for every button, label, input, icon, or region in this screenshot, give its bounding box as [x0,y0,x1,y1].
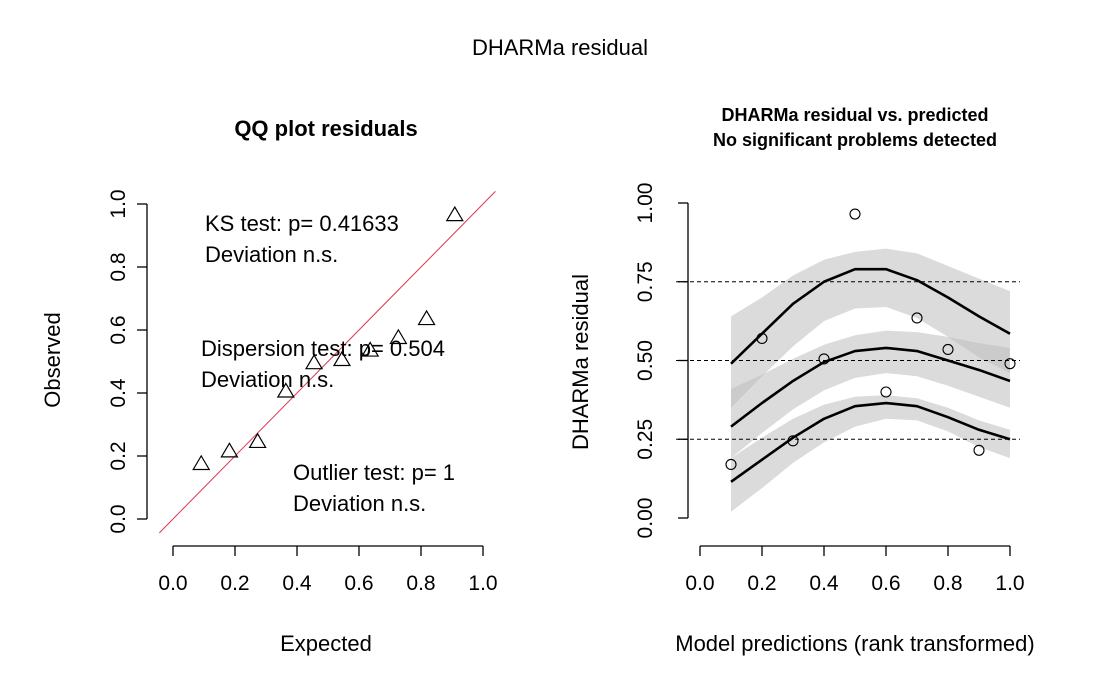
qq-point [276,382,295,398]
qq-y-axis: 0.0 0.2 0.4 0.6 0.8 1.0 [107,189,148,534]
rp-quantile-curve [730,401,1011,483]
rp-x-axis: 0.0 0.2 0.4 0.6 0.8 1.0 [685,545,1025,595]
rp-quantile-band [731,248,1010,408]
dispersion-test-text: Dispersion test: p= 0.504 [201,336,445,361]
rp-y-tick-label: 0.75 [634,261,657,302]
rp-y-tick-label: 1.00 [634,183,657,224]
figure-title: DHARMa residual [472,35,648,60]
rp-x-tick-label: 0.0 [685,572,714,595]
rp-x-tick-label: 0.6 [871,572,900,595]
ks-test-text: KS test: p= 0.41633 [205,211,399,236]
qq-point [417,309,436,326]
dispersion-deviation-text: Deviation n.s. [201,367,334,392]
qq-y-label: Observed [40,312,65,407]
rp-x-label: Model predictions (rank transformed) [675,631,1034,656]
rp-quantile-curve [730,267,1011,365]
rp-point [911,312,923,324]
qq-point [361,341,380,357]
qq-point [305,353,324,370]
ks-deviation-text: Deviation n.s. [205,242,338,267]
rp-quantile-curve [730,346,1011,428]
qq-x-tick-label: 0.6 [344,572,373,595]
rp-point [880,386,892,398]
residual-vs-predicted-panel: DHARMa residual vs. predicted No signifi… [568,105,1035,656]
rp-point [942,343,954,356]
rp-point [818,353,830,365]
rp-point [973,444,985,456]
qq-x-tick-label: 0.0 [158,572,187,595]
rp-y-label: DHARMa residual [568,274,593,450]
qq-points [192,205,464,471]
rp-point [1004,358,1016,370]
rp-point [725,458,737,471]
rp-point [787,435,799,447]
rp-quantile-bands [731,248,1010,512]
qq-point [192,454,211,471]
qq-x-tick-label: 1.0 [468,572,497,595]
qq-x-axis: 0.0 0.2 0.4 0.6 0.8 1.0 [158,545,498,595]
rp-x-tick-label: 1.0 [995,572,1024,595]
rp-x-tick-label: 0.2 [747,572,776,595]
rp-subtitle: No significant problems detected [713,130,997,150]
qq-x-tick-label: 0.8 [406,572,435,595]
rp-quantile-band [731,395,1010,512]
rp-y-tick-label: 0.00 [634,498,657,539]
rp-title: DHARMa residual vs. predicted [721,105,988,125]
qq-point [332,350,351,367]
rp-y-tick-label: 0.50 [634,340,657,381]
rp-x-tick-label: 0.8 [933,572,962,595]
outlier-deviation-text: Deviation n.s. [293,491,426,516]
qq-y-tick-label: 0.8 [107,252,130,281]
rp-points [725,208,1016,471]
qq-y-tick-label: 0.0 [107,504,130,533]
rp-x-tick-label: 0.4 [809,572,839,595]
qq-point [389,328,408,345]
qq-plot-title: QQ plot residuals [234,116,417,141]
qq-y-tick-label: 1.0 [107,189,130,218]
rp-quantile-band [731,330,1010,459]
qq-point [248,432,267,449]
rp-y-tick-label: 0.25 [634,419,657,460]
qq-x-label: Expected [280,631,372,656]
qq-y-tick-label: 0.2 [107,441,130,470]
qq-x-tick-label: 0.4 [282,572,312,595]
rp-point [849,208,861,220]
outlier-test-text: Outlier test: p= 1 [293,460,455,485]
rp-point [756,332,768,345]
qq-point [445,205,464,222]
qq-point [220,442,239,458]
qq-x-tick-label: 0.2 [220,572,249,595]
qq-y-tick-label: 0.6 [107,315,130,344]
qq-reference-line [159,191,496,534]
qq-plot-panel: QQ plot residuals 0.0 0.2 0.4 0.6 0.8 1.0 0.0… [40,116,498,656]
qq-y-tick-label: 0.4 [107,378,130,408]
rp-y-axis: 0.00 0.25 0.50 0.75 1.00 [634,183,689,539]
rp-quantile-curves [730,267,1011,483]
